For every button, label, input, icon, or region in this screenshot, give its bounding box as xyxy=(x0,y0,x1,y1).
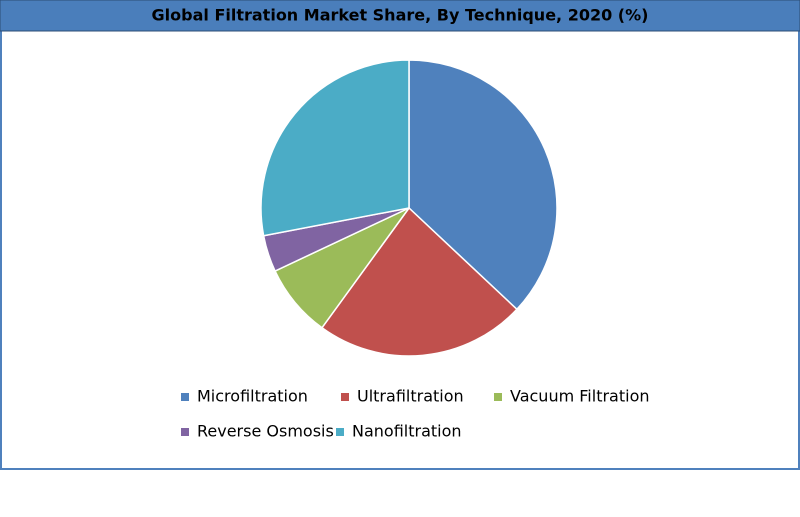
legend-label: Ultrafiltration xyxy=(357,387,464,406)
pie-slice xyxy=(320,206,518,357)
legend-swatch xyxy=(336,428,344,436)
legend-swatch xyxy=(181,428,189,436)
legend: Microfiltration Ultrafiltration Vacuum Fil… xyxy=(181,387,650,441)
pie-slice xyxy=(260,59,410,237)
pie xyxy=(260,59,558,357)
legend-swatch xyxy=(494,393,502,401)
chart-title: Global Filtration Market Share, By Techn… xyxy=(152,6,649,25)
pie-slice xyxy=(408,59,558,311)
legend-label: Reverse Osmosis xyxy=(197,422,334,441)
title-band xyxy=(0,0,800,32)
legend-label: Microfiltration xyxy=(197,387,308,406)
legend-swatch xyxy=(341,393,349,401)
legend-label: Vacuum Filtration xyxy=(510,387,650,406)
legend-label: Nanofiltration xyxy=(352,422,462,441)
legend-swatch xyxy=(181,393,189,401)
